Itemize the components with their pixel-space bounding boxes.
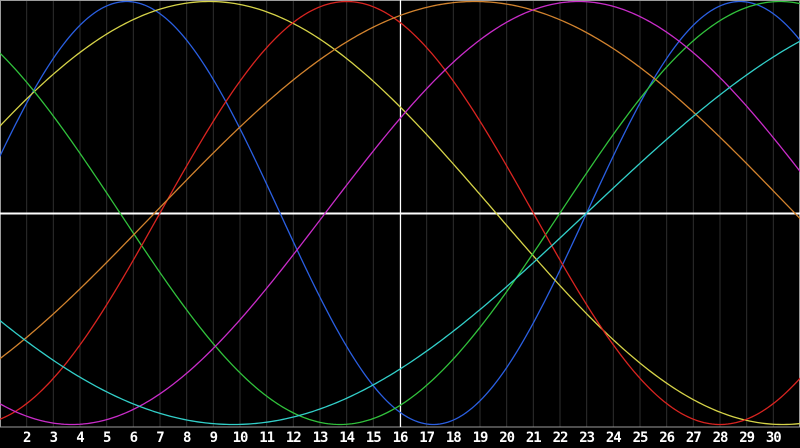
x-tick-label-17: 17 [419, 430, 435, 446]
curve-blue [0, 0, 800, 426]
x-tick-label-27: 27 [685, 430, 702, 446]
x-tick-label-21: 21 [525, 430, 542, 446]
curve-yellow [0, 0, 800, 426]
x-tick-label-10: 10 [232, 430, 249, 446]
x-tick-label-12: 12 [285, 430, 302, 446]
x-tick-label-3: 3 [49, 430, 58, 446]
x-tick-label-16: 16 [392, 430, 409, 446]
x-tick-label-28: 28 [712, 430, 729, 446]
x-axis-label-band: 2 3 4 5 6 7 8 9 10 11 12 13 14 15 16 17 18 19 20 21 22 23 24 25… [0, 428, 800, 448]
curve-cyan [0, 40, 800, 426]
x-tick-label-30: 30 [765, 430, 782, 446]
x-tick-label-2: 2 [22, 430, 31, 446]
x-tick-label-20: 20 [499, 430, 515, 446]
plot-area [0, 0, 800, 428]
x-tick-label-15: 15 [365, 430, 382, 446]
x-tick-label-14: 14 [339, 430, 355, 446]
x-tick-label-29: 29 [739, 430, 755, 446]
x-tick-label-4: 4 [76, 430, 84, 446]
x-tick-label-23: 23 [579, 430, 595, 446]
x-tick-label-24: 24 [605, 430, 622, 446]
x-tick-label-25: 25 [632, 430, 649, 446]
x-tick-label-19: 19 [472, 430, 489, 446]
x-tick-label-26: 26 [659, 430, 675, 446]
x-tick-label-9: 9 [209, 430, 218, 446]
curve-red [0, 0, 800, 426]
x-tick-label-7: 7 [156, 430, 164, 446]
x-tick-label-22: 22 [552, 430, 569, 446]
x-tick-label-8: 8 [182, 430, 191, 446]
x-tick-label-18: 18 [445, 430, 462, 446]
curve-green [0, 0, 800, 426]
curve-orange [0, 0, 800, 360]
x-tick-label-5: 5 [102, 430, 111, 446]
curve-magenta [0, 0, 800, 426]
x-tick-label-13: 13 [312, 430, 329, 446]
x-tick-label-11: 11 [259, 430, 275, 446]
x-tick-label-6: 6 [129, 430, 138, 446]
